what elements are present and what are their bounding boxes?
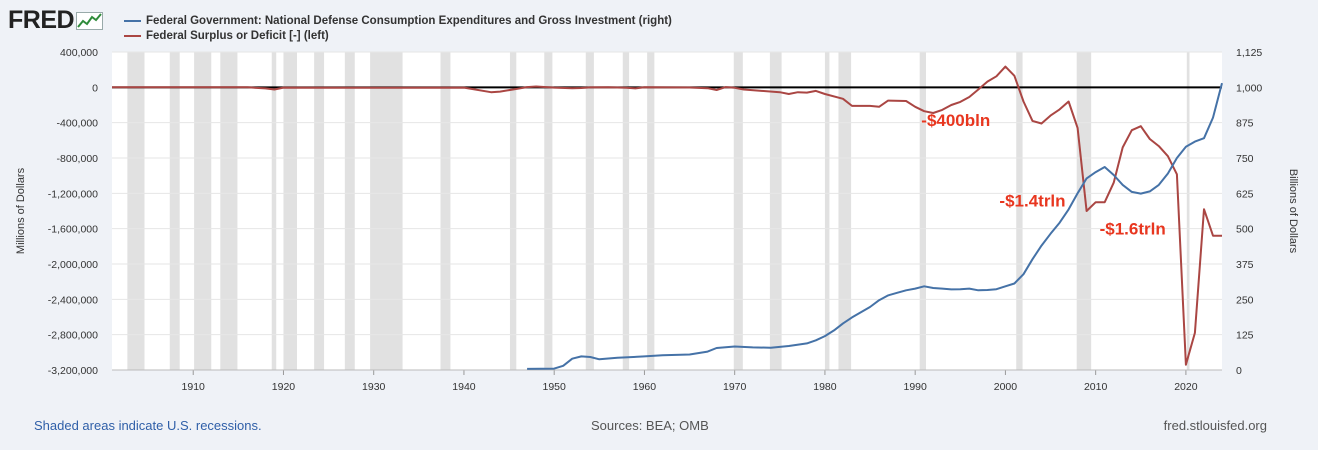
fred-chart-icon xyxy=(76,11,104,30)
right-tick-label: 875 xyxy=(1236,118,1254,130)
x-tick-label: 1990 xyxy=(903,381,927,393)
recession-band xyxy=(1076,52,1092,370)
left-tick-label: 0 xyxy=(92,82,98,94)
plot-area xyxy=(112,52,1222,370)
left-tick-label: -3,200,000 xyxy=(48,365,98,377)
annotation-label: -$1.6trln xyxy=(1100,219,1166,238)
left-tick-label: -1,600,000 xyxy=(48,224,98,236)
recession-band xyxy=(1016,52,1023,370)
recession-band xyxy=(647,52,655,370)
left-tick-label: -2,400,000 xyxy=(48,294,98,306)
recession-band xyxy=(344,52,355,370)
right-tick-label: 1,125 xyxy=(1236,47,1262,59)
left-tick-label: -2,800,000 xyxy=(48,330,98,342)
recession-band xyxy=(585,52,594,370)
x-tick-label: 1910 xyxy=(182,381,206,393)
left-axis-title: Millions of Dollars xyxy=(15,167,27,254)
x-tick-label: 1950 xyxy=(543,381,567,393)
recession-band xyxy=(440,52,451,370)
left-tick-label: -2,000,000 xyxy=(48,259,98,271)
x-tick-label: 1960 xyxy=(633,381,657,393)
recession-band xyxy=(838,52,852,370)
left-tick-label: 400,000 xyxy=(60,47,98,59)
recession-band xyxy=(370,52,403,370)
right-tick-label: 500 xyxy=(1236,224,1254,236)
chart-svg: 400,000 0 -400,000 -800,000 -1,200,000 -1,600… xyxy=(15,47,1299,393)
x-tick-label: 2010 xyxy=(1084,381,1108,393)
site-link[interactable]: fred.stlouisfed.org xyxy=(1163,418,1267,433)
x-tick-label: 1970 xyxy=(723,381,747,393)
recession-band xyxy=(824,52,830,370)
legend-item-deficit[interactable]: Federal Surplus or Deficit [-] (left) xyxy=(124,28,672,43)
x-tick-label: 1930 xyxy=(362,381,386,393)
fred-logo-text: FRED xyxy=(8,6,75,34)
right-tick-label: 125 xyxy=(1236,330,1254,342)
recession-band xyxy=(1186,52,1190,370)
left-tick-label: -1,200,000 xyxy=(48,188,98,200)
recession-band xyxy=(733,52,743,370)
legend-swatch-red xyxy=(124,34,141,37)
recession-band xyxy=(169,52,180,370)
right-tick-label: 250 xyxy=(1236,294,1254,306)
legend-label-deficit: Federal Surplus or Deficit [-] (left) xyxy=(146,29,329,42)
fred-logo[interactable]: FRED xyxy=(8,6,104,35)
legend-label-defense: Federal Government: National Defense Con… xyxy=(146,14,672,27)
deficit-series-line xyxy=(112,65,1222,366)
x-tick-label: 1920 xyxy=(272,381,296,393)
right-tick-label: 625 xyxy=(1236,188,1254,200)
recession-band xyxy=(919,52,926,370)
right-tick-label: 375 xyxy=(1236,259,1254,271)
recession-band xyxy=(509,52,517,370)
x-tick-label: 1940 xyxy=(452,381,476,393)
sources-text: Sources: BEA; OMB xyxy=(591,418,709,433)
right-tick-label: 0 xyxy=(1236,365,1242,377)
recession-band xyxy=(127,52,145,370)
recession-band xyxy=(544,52,553,370)
chart-legend: Federal Government: National Defense Con… xyxy=(124,13,672,43)
x-tick-label: 2000 xyxy=(994,381,1018,393)
recession-note[interactable]: Shaded areas indicate U.S. recessions. xyxy=(34,418,262,433)
recession-band xyxy=(283,52,297,370)
x-tick-label: 1980 xyxy=(813,381,837,393)
recession-band xyxy=(314,52,325,370)
annotation-label: -$1.4trln xyxy=(999,192,1065,211)
recession-band xyxy=(220,52,238,370)
x-tick-label: 2020 xyxy=(1174,381,1198,393)
legend-item-defense[interactable]: Federal Government: National Defense Con… xyxy=(124,13,672,28)
left-tick-label: -400,000 xyxy=(57,118,99,130)
right-axis-title: Billions of Dollars xyxy=(1287,169,1299,254)
recession-band xyxy=(769,52,782,370)
recession-band xyxy=(622,52,630,370)
legend-swatch-blue xyxy=(124,19,141,22)
annotation-label: -$400bln xyxy=(921,111,990,130)
recession-band xyxy=(194,52,212,370)
defense-series-line xyxy=(527,82,1223,370)
left-tick-label: -800,000 xyxy=(57,153,99,165)
recession-band xyxy=(271,52,277,370)
right-tick-label: 1,000 xyxy=(1236,82,1262,94)
right-tick-label: 750 xyxy=(1236,153,1254,165)
